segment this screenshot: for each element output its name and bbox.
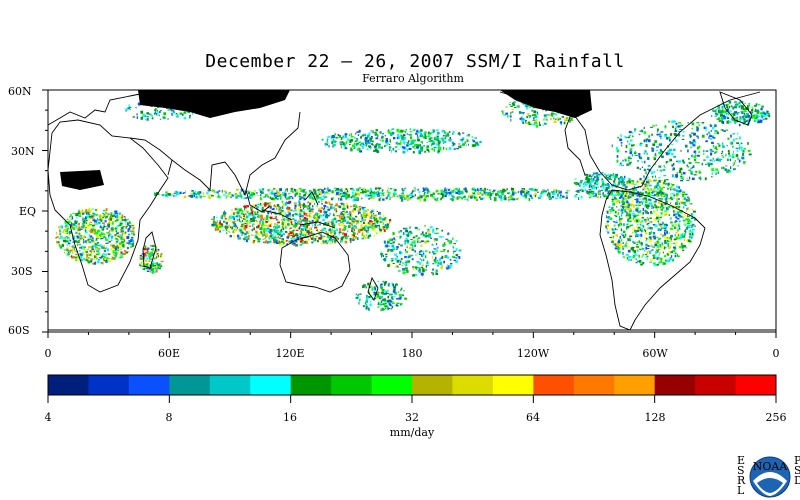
rainfall-layer [55, 90, 771, 311]
map-subtitle: Ferraro Algorithm [362, 72, 464, 85]
esrl-letter-r: R [737, 474, 746, 487]
colorbar-segment [614, 375, 656, 395]
lat-label-60s: 60S [8, 324, 30, 337]
colorbar-segment [88, 375, 130, 395]
colorbar-tick-8: 8 [166, 411, 173, 424]
lon-label-120e: 120E [275, 347, 304, 360]
colorbar-segment [48, 375, 89, 395]
colorbar-segment [735, 375, 777, 395]
colorbar-segment [250, 375, 292, 395]
esrl-letter-s: S [737, 464, 745, 477]
coastlines [47, 91, 776, 331]
lat-label-60n: 60N [8, 85, 32, 98]
colorbar-segment [492, 375, 534, 395]
lon-label-180: 180 [402, 347, 423, 360]
colorbar-segment [695, 375, 737, 395]
colorbar-tick-64: 64 [526, 411, 540, 424]
lon-label-60w: 60W [642, 347, 668, 360]
lat-label-30s: 30S [11, 265, 33, 278]
psd-letter-d: D [794, 474, 800, 487]
colorbar-tick-4: 4 [45, 411, 52, 424]
noaa-logo: E S R L NOAA P S D [737, 455, 800, 498]
colorbar-tick-256: 256 [766, 411, 787, 424]
colorbar-frame [47, 374, 777, 396]
lon-label-60e: 60E [158, 347, 180, 360]
colorbar-segment [128, 375, 170, 395]
colorbar-segment [573, 375, 615, 395]
colorbar-segment [412, 375, 453, 395]
lon-label-0: 0 [45, 347, 52, 360]
lat-label-30n: 30N [11, 145, 35, 158]
colorbar-tick-128: 128 [645, 411, 666, 424]
axis-ticks [42, 89, 777, 403]
colorbar-segment [654, 375, 696, 395]
colorbar-segment [169, 375, 211, 395]
lat-label-eq: EQ [19, 205, 36, 218]
psd-letter-p: P [794, 455, 800, 467]
colorbar-segment [290, 375, 332, 395]
colorbar-tick-32: 32 [405, 411, 419, 424]
colorbar-unit: mm/day [390, 426, 435, 439]
colorbar-segment [331, 375, 373, 395]
psd-letter-s: S [794, 464, 800, 477]
colorbar [48, 375, 777, 395]
lon-label-0-east: 0 [773, 347, 780, 360]
colorbar-segment [209, 375, 251, 395]
colorbar-segment [533, 375, 575, 395]
map-title: December 22 – 26, 2007 SSM/I Rainfall [205, 51, 625, 72]
colorbar-segment [371, 375, 413, 395]
esrl-letter-l: L [737, 484, 745, 497]
esrl-letter-e: E [737, 455, 745, 467]
colorbar-tick-16: 16 [283, 411, 297, 424]
colorbar-segment [452, 375, 494, 395]
lon-label-120w: 120W [517, 347, 550, 360]
